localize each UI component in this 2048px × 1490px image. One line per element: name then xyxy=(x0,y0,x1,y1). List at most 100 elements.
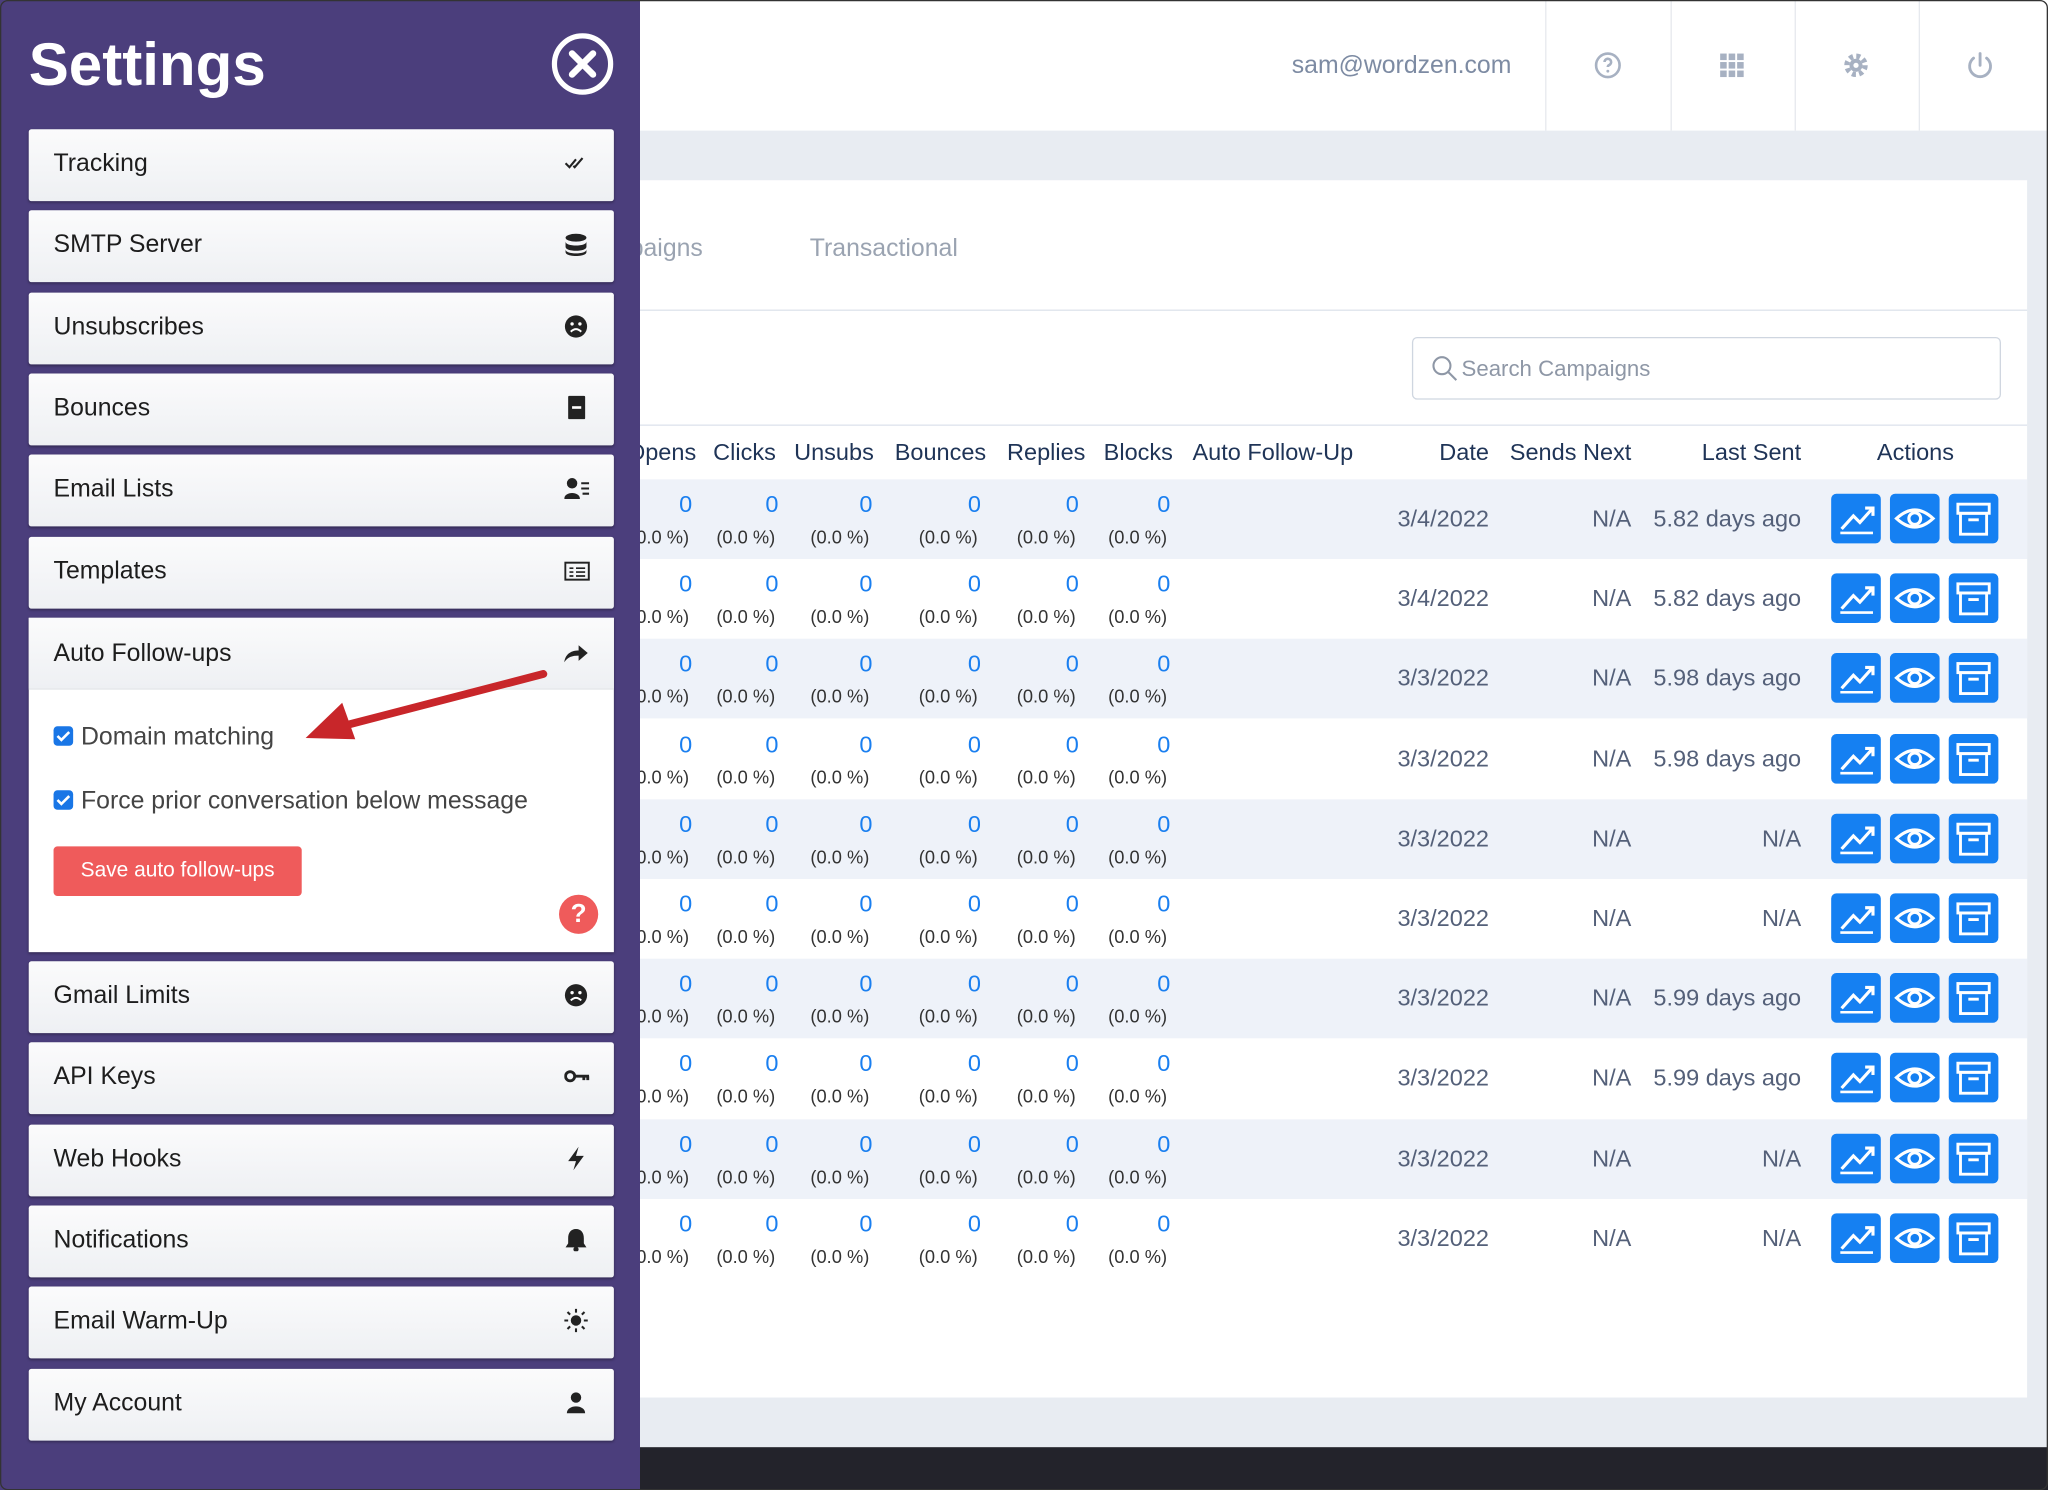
menu-item[interactable]: Tracking xyxy=(28,129,614,202)
menu-item[interactable]: SMTP Server xyxy=(28,210,614,283)
menu-item[interactable]: My Account xyxy=(28,1368,614,1440)
count: 0 xyxy=(1065,491,1079,518)
stats-button[interactable] xyxy=(1831,653,1881,704)
option-label[interactable]: Domain matching xyxy=(80,723,275,752)
archive-button[interactable] xyxy=(1948,733,1999,784)
percent: (0.0 %) xyxy=(630,1085,690,1107)
column-header: Actions xyxy=(1876,438,1954,465)
stats-button[interactable] xyxy=(1831,1133,1881,1183)
help-button[interactable]: ? xyxy=(559,894,599,934)
checkbox[interactable] xyxy=(53,726,74,746)
tab[interactable]: Transactional xyxy=(809,235,958,263)
view-button[interactable] xyxy=(1889,813,1940,864)
save-button[interactable]: Save auto follow-ups xyxy=(53,846,302,896)
view-button[interactable] xyxy=(1889,573,1940,624)
search-box[interactable]: Search Campaigns xyxy=(1411,336,2001,400)
view-button[interactable] xyxy=(1889,653,1940,704)
archive-button[interactable] xyxy=(1948,573,1999,624)
view-button[interactable] xyxy=(1889,733,1940,784)
menu-icon xyxy=(564,157,584,169)
apps-icon[interactable] xyxy=(1716,50,1747,81)
percent: (0.0 %) xyxy=(716,846,776,867)
archive-button[interactable] xyxy=(1948,973,1999,1023)
table-row[interactable] xyxy=(574,639,2028,719)
stats-button[interactable] xyxy=(1831,573,1881,624)
count: 0 xyxy=(859,1210,873,1237)
close-button[interactable] xyxy=(551,33,614,96)
view-button[interactable] xyxy=(1889,973,1940,1023)
archive-button[interactable] xyxy=(1948,493,1999,544)
stats-button[interactable] xyxy=(1831,813,1881,864)
date: 3/3/2022 xyxy=(1397,745,1489,772)
user-email[interactable]: sam@wordzen.com xyxy=(1291,52,1512,80)
menu-label: Bounces xyxy=(53,394,151,422)
archive-button[interactable] xyxy=(1948,893,1999,944)
count: 0 xyxy=(859,491,873,518)
count: 0 xyxy=(679,1130,693,1157)
logout-icon[interactable] xyxy=(1964,50,1995,81)
archive-button[interactable] xyxy=(1948,1133,1999,1183)
table-row[interactable] xyxy=(574,559,2028,639)
menu-item[interactable]: API Keys xyxy=(28,1042,614,1115)
help-icon[interactable] xyxy=(1592,50,1623,81)
date: 3/3/2022 xyxy=(1397,1144,1489,1172)
percent: (0.0 %) xyxy=(630,526,690,548)
table-row[interactable] xyxy=(574,958,2028,1039)
percent: (0.0 %) xyxy=(1016,926,1076,947)
view-button[interactable] xyxy=(1889,1213,1940,1263)
menu-item[interactable]: Web Hooks xyxy=(28,1124,614,1196)
table-row[interactable] xyxy=(574,799,2028,879)
count: 0 xyxy=(679,491,693,518)
settings-icon[interactable] xyxy=(1840,50,1871,81)
percent: (0.0 %) xyxy=(810,606,870,628)
menu-icon xyxy=(564,1308,588,1333)
checkbox[interactable] xyxy=(53,790,74,810)
menu-icon xyxy=(565,234,587,257)
stats-button[interactable] xyxy=(1831,893,1881,944)
sends-next: N/A xyxy=(1592,1224,1632,1251)
table-row[interactable] xyxy=(574,879,2028,959)
percent: (0.0 %) xyxy=(810,926,870,947)
percent: (0.0 %) xyxy=(810,1245,870,1267)
sends-next: N/A xyxy=(1592,825,1632,852)
view-button[interactable] xyxy=(1889,893,1940,944)
archive-button[interactable] xyxy=(1948,1053,1999,1103)
view-button[interactable] xyxy=(1889,1133,1940,1183)
separator xyxy=(1794,0,1796,131)
option-label[interactable]: Force prior conversation below message xyxy=(80,787,528,816)
stats-button[interactable] xyxy=(1831,493,1881,544)
last-sent: N/A xyxy=(1761,1144,1802,1172)
percent: (0.0 %) xyxy=(918,686,978,708)
percent: (0.0 %) xyxy=(1016,766,1076,788)
menu-item[interactable]: Bounces xyxy=(28,373,614,446)
stats-button[interactable] xyxy=(1831,973,1881,1023)
view-button[interactable] xyxy=(1889,493,1940,544)
date: 3/3/2022 xyxy=(1397,1224,1489,1251)
percent: (0.0 %) xyxy=(1108,526,1168,548)
menu-item[interactable]: Notifications xyxy=(28,1205,614,1278)
table-row[interactable] xyxy=(574,1198,2028,1279)
menu-icon xyxy=(566,1391,586,1413)
stats-button[interactable] xyxy=(1831,733,1881,784)
menu-item[interactable]: Templates xyxy=(28,536,614,608)
table-row[interactable] xyxy=(574,1118,2028,1199)
section-header[interactable]: Auto Follow-ups xyxy=(28,617,614,690)
sends-next: N/A xyxy=(1592,505,1632,532)
menu-item[interactable]: Unsubscribes xyxy=(28,292,614,364)
table-row[interactable] xyxy=(574,479,2028,560)
last-sent: 5.82 days ago xyxy=(1653,585,1802,612)
archive-button[interactable] xyxy=(1948,813,1999,864)
percent: (0.0 %) xyxy=(918,1165,978,1187)
stats-button[interactable] xyxy=(1831,1213,1881,1263)
view-button[interactable] xyxy=(1889,1053,1940,1103)
sends-next: N/A xyxy=(1592,745,1632,772)
archive-button[interactable] xyxy=(1948,1213,1999,1263)
stats-button[interactable] xyxy=(1831,1053,1881,1103)
menu-item[interactable]: Email Lists xyxy=(28,454,614,527)
table-row[interactable] xyxy=(574,719,2028,799)
menu-item[interactable]: Gmail Limits xyxy=(28,961,614,1034)
menu-item[interactable]: Email Warm-Up xyxy=(28,1286,614,1359)
table-row[interactable] xyxy=(574,1038,2028,1119)
archive-button[interactable] xyxy=(1948,653,1999,704)
count: 0 xyxy=(967,1210,981,1237)
